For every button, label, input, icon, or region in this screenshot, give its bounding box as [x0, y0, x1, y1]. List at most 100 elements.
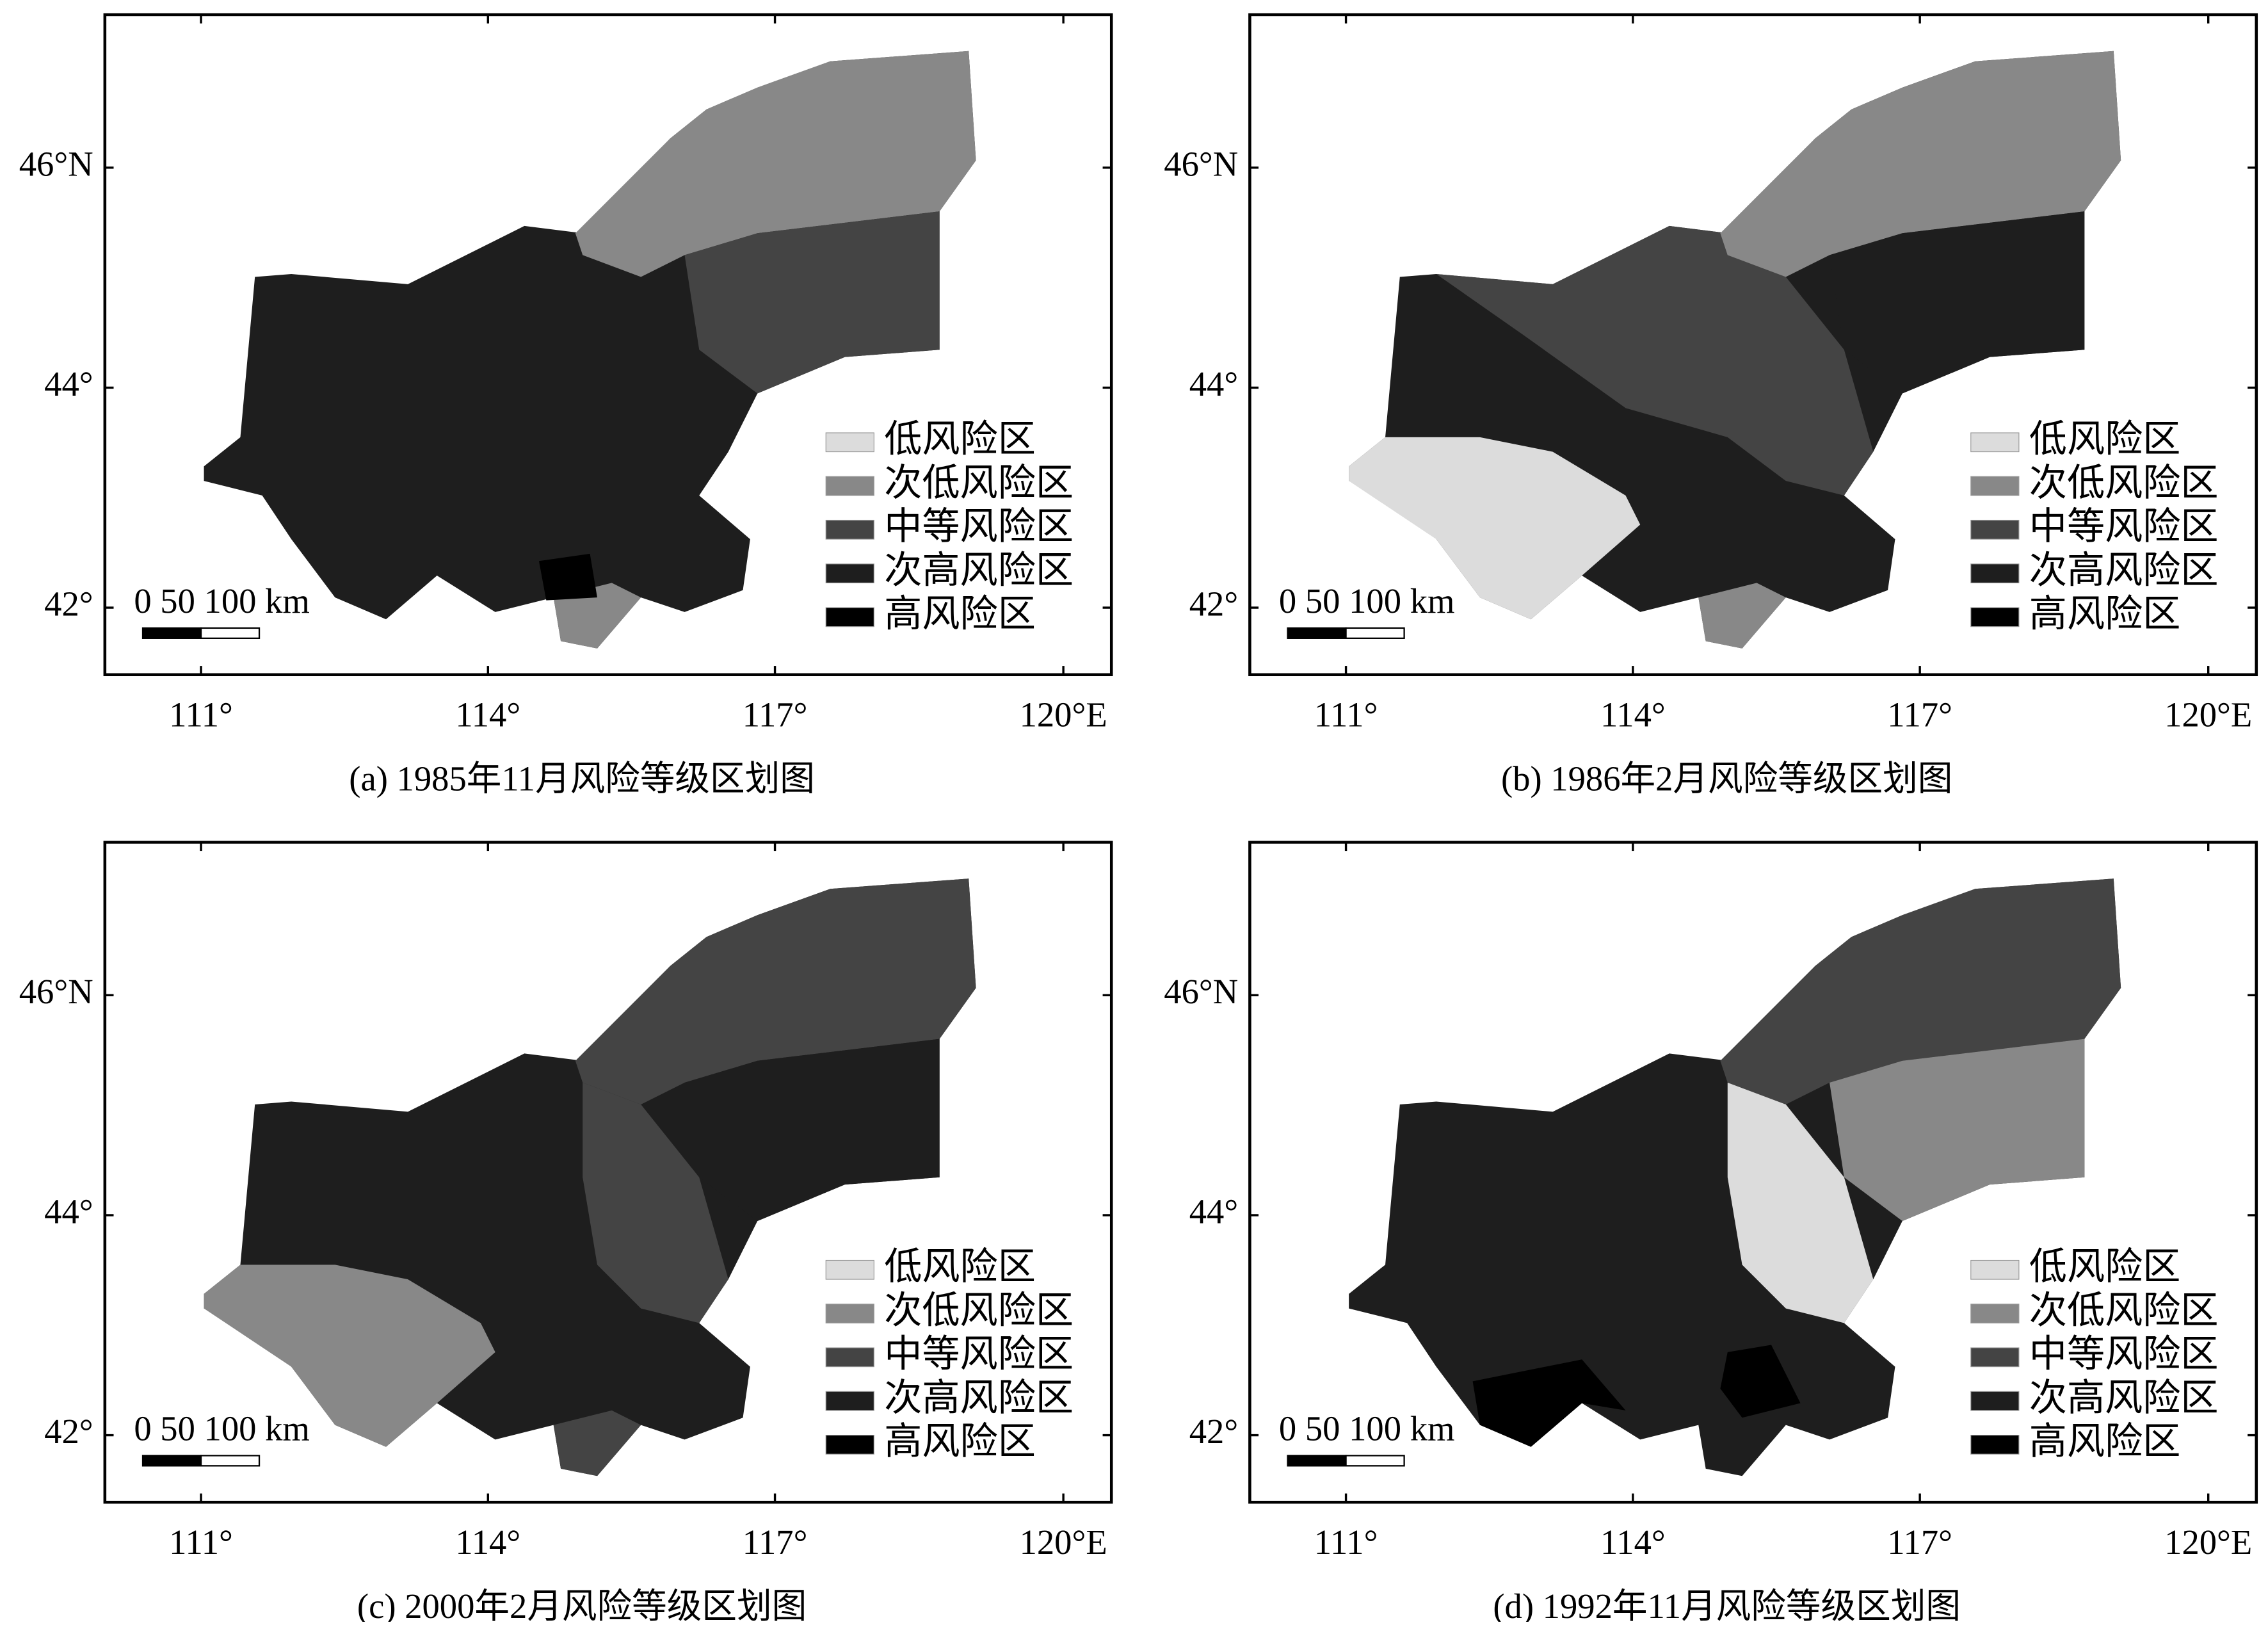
- map-frame: [1248, 841, 2258, 1504]
- legend-label: 次低风险区: [2029, 1289, 2219, 1331]
- legend-label: 次高风险区: [2029, 549, 2219, 591]
- legend-swatch: [825, 607, 874, 627]
- x-tick-label: 111°: [1314, 695, 1378, 734]
- region: [1720, 878, 2121, 1105]
- legend-label: 低风险区: [884, 418, 1036, 460]
- legend-label: 低风险区: [2029, 418, 2181, 460]
- y-tick-label: 46°N: [1164, 972, 1238, 1011]
- legend-label: 次低风险区: [884, 1289, 1074, 1331]
- map-panel: 111° 114° 117° 120°E 46°N 44° 42° 低风险区次低风险区中等风险…: [1164, 841, 2258, 1625]
- y-tick-label: 42°: [1189, 1412, 1238, 1451]
- legend-label: 中等风险区: [884, 505, 1074, 547]
- legend-swatch: [1970, 519, 2020, 540]
- x-tick-label: 120°E: [1020, 695, 1107, 734]
- legend-swatch: [1970, 1434, 2020, 1455]
- y-tick-label: 44°: [1189, 1192, 1238, 1231]
- x-tick-label: 117°: [1887, 1523, 1952, 1562]
- x-tick-label: 114°: [455, 695, 520, 734]
- scale-bar: [1287, 1455, 1347, 1467]
- scale-bar: [200, 1455, 261, 1467]
- region: [1436, 225, 1874, 496]
- legend-swatch: [825, 432, 874, 453]
- legend-swatch: [825, 1304, 874, 1323]
- region: [553, 583, 641, 649]
- map-panel: 111° 114° 117° 120°E 46°N 44° 42° 低风险区次低风险区中等风险…: [19, 13, 1113, 798]
- scale-bar: [200, 627, 261, 639]
- legend-label: 高风险区: [2029, 1420, 2181, 1462]
- y-tick-label: 44°: [44, 364, 93, 403]
- region: [1720, 51, 2121, 277]
- y-tick-label: 42°: [44, 1412, 93, 1451]
- y-tick-label: 46°N: [19, 972, 93, 1011]
- x-tick-label: 114°: [455, 1523, 520, 1562]
- map-frame: [1248, 13, 2258, 677]
- legend-label: 高风险区: [2029, 593, 2181, 635]
- legend-label: 中等风险区: [884, 1333, 1074, 1375]
- y-tick-label: 46°N: [1164, 144, 1238, 183]
- scale-bar-label: 0 50 100 km: [1279, 581, 1455, 620]
- x-tick-label: 120°E: [1020, 1523, 1107, 1562]
- scale-bar: [1287, 627, 1347, 639]
- y-tick-label: 46°N: [19, 144, 93, 183]
- region: [1727, 1082, 1874, 1323]
- legend-label: 次高风险区: [884, 1377, 1074, 1419]
- x-tick-label: 120°E: [2164, 1523, 2252, 1562]
- region: [204, 1265, 495, 1447]
- x-tick-label: 117°: [743, 1523, 808, 1562]
- scale-bar: [141, 1455, 202, 1467]
- legend-label: 高风险区: [884, 593, 1036, 635]
- caption: (c) 2000年2月风险等级区划图: [357, 1587, 807, 1622]
- x-tick-label: 120°E: [2164, 695, 2252, 734]
- legend-swatch: [825, 1347, 874, 1368]
- legend-label: 次低风险区: [2029, 462, 2219, 504]
- x-tick-label: 117°: [743, 695, 808, 734]
- y-tick-label: 44°: [1189, 364, 1238, 403]
- region: [1830, 1039, 2085, 1222]
- x-tick-label: 111°: [169, 1523, 233, 1562]
- region: [1349, 437, 1641, 620]
- legend-label: 中等风险区: [2029, 1333, 2219, 1375]
- legend-swatch: [825, 1259, 874, 1280]
- caption: (b) 1986年2月风险等级区划图: [1501, 759, 1952, 798]
- region: [575, 878, 976, 1105]
- region: [583, 1082, 728, 1323]
- scale-bar-label: 0 50 100 km: [134, 1409, 310, 1448]
- region: [1698, 583, 1786, 649]
- legend-swatch: [1970, 1391, 2020, 1411]
- region: [684, 211, 940, 394]
- scale-bar-label: 0 50 100 km: [134, 581, 310, 620]
- region: [1472, 1359, 1626, 1447]
- x-tick-label: 111°: [169, 695, 233, 734]
- map-panel: 111° 114° 117° 120°E 46°N 44° 42° 低风险区次低风险区中等风险…: [1164, 13, 2258, 798]
- scale-bar: [141, 627, 202, 639]
- legend-swatch: [1970, 476, 2020, 496]
- map-frame: [103, 841, 1113, 1504]
- x-tick-label: 114°: [1600, 695, 1666, 734]
- legend-label: 高风险区: [884, 1420, 1036, 1462]
- region: [1720, 1345, 1801, 1418]
- region: [553, 1410, 641, 1476]
- legend-swatch: [825, 519, 874, 540]
- legend-swatch: [1970, 1304, 2020, 1323]
- legend-swatch: [1970, 607, 2020, 627]
- legend-swatch: [825, 1391, 874, 1411]
- scale-bar: [1345, 1455, 1405, 1467]
- legend-label: 次高风险区: [884, 549, 1074, 591]
- caption: (d) 1992年11月风险等级区划图: [1493, 1587, 1961, 1622]
- map-panel: 111° 114° 117° 120°E 46°N 44° 42° 低风险区次低风险区中等风险…: [19, 841, 1113, 1625]
- x-tick-label: 117°: [1887, 695, 1952, 734]
- region: [684, 1039, 940, 1222]
- map-frame: [103, 13, 1113, 677]
- legend-swatch: [825, 563, 874, 583]
- legend-label: 低风险区: [2029, 1245, 2181, 1288]
- region: [575, 51, 976, 277]
- region: [1830, 211, 2085, 394]
- scale-bar: [1345, 627, 1405, 639]
- legend-label: 次低风险区: [884, 462, 1074, 504]
- legend-swatch: [1970, 563, 2020, 583]
- caption: (a) 1985年11月风险等级区划图: [349, 759, 815, 798]
- legend-swatch: [1970, 1259, 2020, 1280]
- legend-swatch: [1970, 1347, 2020, 1368]
